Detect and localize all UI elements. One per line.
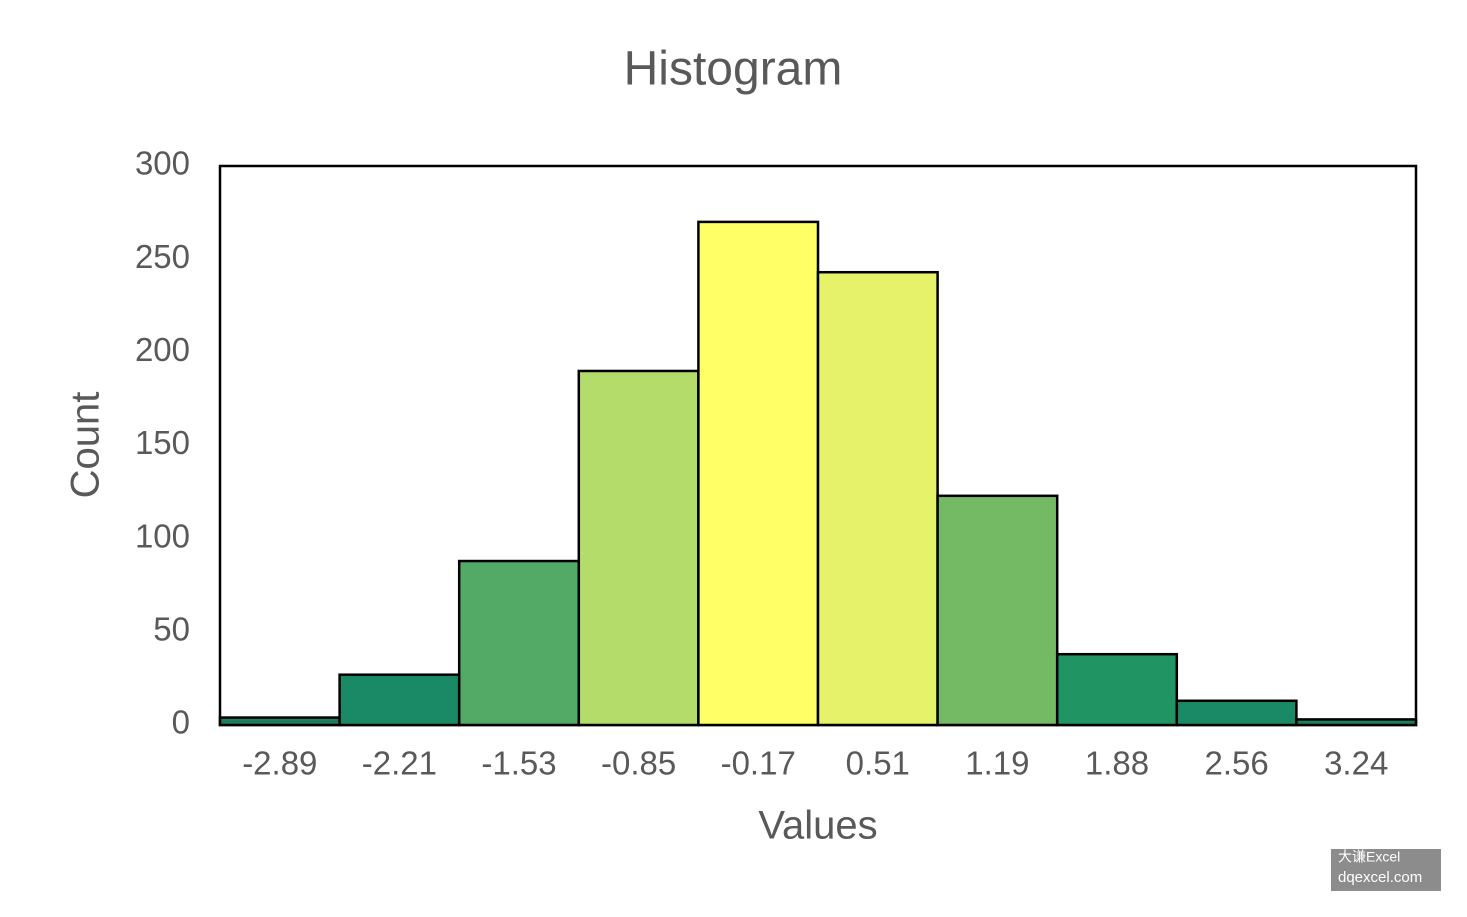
y-tick-label: 200 bbox=[135, 331, 190, 368]
bar bbox=[1055, 652, 1179, 727]
x-tick-label: 3.24 bbox=[1324, 745, 1388, 782]
x-tick-label: 1.19 bbox=[965, 745, 1029, 782]
bar bbox=[697, 220, 820, 727]
bar bbox=[1295, 718, 1418, 727]
x-axis-label: Values bbox=[758, 804, 877, 848]
watermark-text: 大谦Excel bbox=[1338, 849, 1400, 865]
x-tick-label: -2.21 bbox=[362, 745, 437, 782]
bar bbox=[816, 270, 939, 727]
x-tick-label: 2.56 bbox=[1204, 745, 1268, 782]
bar bbox=[577, 369, 700, 727]
y-tick-label: 100 bbox=[135, 517, 190, 554]
bar bbox=[218, 716, 341, 727]
y-tick-label: 250 bbox=[135, 238, 190, 275]
x-tick-label: -1.53 bbox=[481, 745, 556, 782]
x-tick-label: 0.51 bbox=[846, 745, 910, 782]
y-tick-label: 50 bbox=[153, 611, 190, 648]
x-tick-label: -0.17 bbox=[721, 745, 796, 782]
bar bbox=[338, 673, 461, 727]
x-tick-label: -0.85 bbox=[601, 745, 676, 782]
y-tick-label: 0 bbox=[172, 704, 190, 741]
y-axis-label: Count bbox=[64, 392, 108, 499]
x-tick-label: 1.88 bbox=[1085, 745, 1149, 782]
y-tick-label: 150 bbox=[135, 424, 190, 461]
chart-title: Histogram bbox=[624, 43, 843, 96]
bar bbox=[936, 494, 1059, 727]
bar bbox=[457, 559, 581, 727]
watermark-text: dqexcel.com bbox=[1338, 869, 1422, 886]
x-tick-label: -2.89 bbox=[242, 745, 317, 782]
watermark-box bbox=[1331, 849, 1441, 891]
bar bbox=[1175, 699, 1298, 727]
y-tick-label: 300 bbox=[135, 145, 190, 182]
